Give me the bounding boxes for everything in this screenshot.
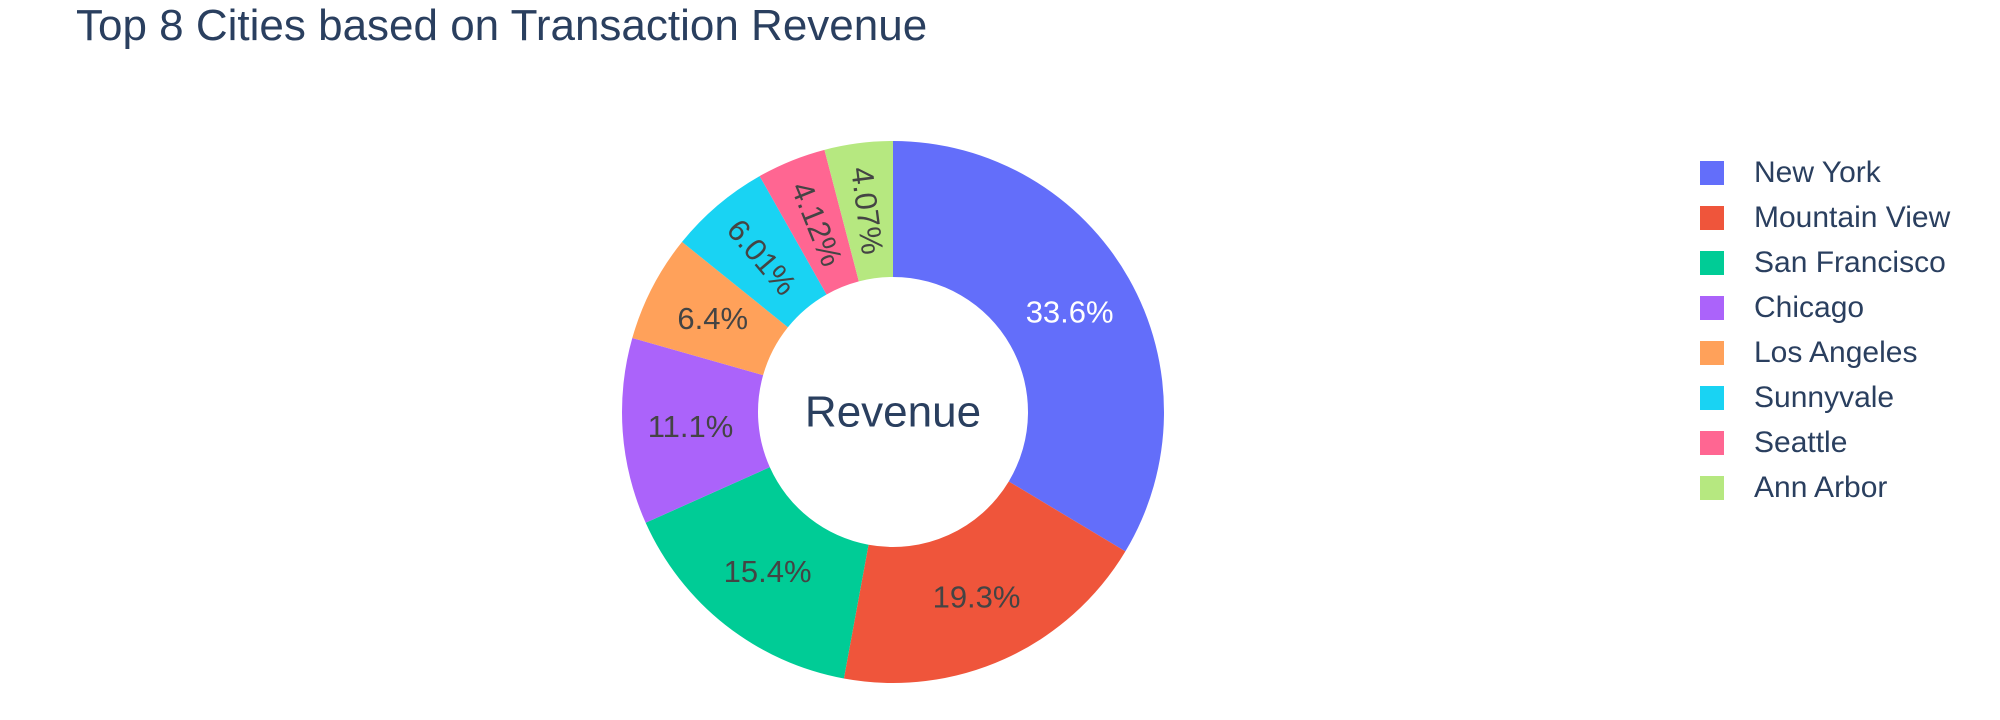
legend: New York Mountain View San Francisco Chicag… xyxy=(1700,150,1950,510)
legend-swatch xyxy=(1700,430,1724,455)
legend-item-los-angeles[interactable]: Los Angeles xyxy=(1700,330,1950,375)
legend-swatch xyxy=(1700,250,1724,275)
legend-swatch xyxy=(1700,295,1724,320)
slice-los-angeles[interactable] xyxy=(632,241,788,376)
legend-swatch xyxy=(1700,160,1724,185)
legend-item-mountain-view[interactable]: Mountain View xyxy=(1700,195,1950,240)
legend-label: Mountain View xyxy=(1754,200,1951,234)
slice-label-new-york: 33.6% xyxy=(1026,294,1114,329)
slice-seattle[interactable] xyxy=(759,149,859,295)
legend-label: San Francisco xyxy=(1754,245,1946,279)
legend-item-new-york[interactable]: New York xyxy=(1700,150,1950,195)
legend-label: Seattle xyxy=(1754,425,1848,459)
legend-item-san-francisco[interactable]: San Francisco xyxy=(1700,240,1950,285)
legend-item-seattle[interactable]: Seattle xyxy=(1700,420,1950,465)
legend-label: Chicago xyxy=(1754,290,1865,324)
chart-title: Top 8 Cities based on Transaction Revenu… xyxy=(76,1,928,50)
slice-ann-arbor[interactable] xyxy=(824,141,893,282)
center-label: Revenue xyxy=(805,388,981,437)
legend-item-ann-arbor[interactable]: Ann Arbor xyxy=(1700,465,1950,510)
legend-label: Los Angeles xyxy=(1754,335,1918,369)
slice-san-francisco[interactable] xyxy=(645,467,869,679)
legend-swatch xyxy=(1700,385,1724,410)
legend-swatch xyxy=(1700,475,1724,500)
legend-swatch xyxy=(1700,205,1724,230)
legend-item-sunnyvale[interactable]: Sunnyvale xyxy=(1700,375,1950,420)
slice-new-york[interactable] xyxy=(893,141,1165,552)
slice-mountain-view[interactable] xyxy=(843,481,1126,683)
slice-label-los-angeles: 6.4% xyxy=(677,301,748,336)
legend-label: New York xyxy=(1754,155,1881,189)
slice-chicago[interactable] xyxy=(622,338,770,523)
legend-label: Ann Arbor xyxy=(1754,470,1888,504)
legend-swatch xyxy=(1700,340,1724,365)
slice-label-chicago: 11.1% xyxy=(648,409,734,444)
legend-label: Sunnyvale xyxy=(1754,380,1895,414)
slice-label-san-francisco: 15.4% xyxy=(724,554,812,589)
slice-label-mountain-view: 19.3% xyxy=(933,580,1021,615)
legend-item-chicago[interactable]: Chicago xyxy=(1700,285,1950,330)
slice-sunnyvale[interactable] xyxy=(682,176,827,328)
slices-group xyxy=(622,141,1165,683)
